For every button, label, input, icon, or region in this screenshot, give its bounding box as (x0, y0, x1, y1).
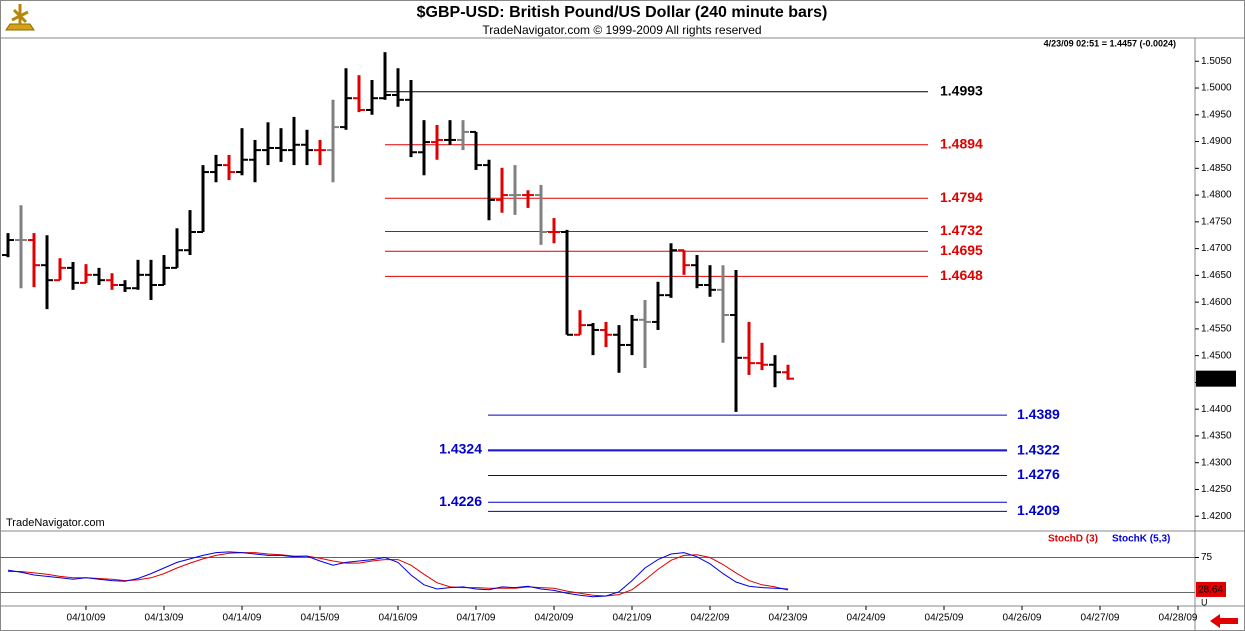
x-tick-label: 04/16/09 (379, 613, 418, 624)
x-tick-label: 04/17/09 (457, 613, 496, 624)
y-tick-label: 1.4200 (1201, 511, 1232, 522)
x-tick-label: 04/20/09 (535, 613, 574, 624)
header-info: 4/23/09 02:51 = 1.4457 (-0.0024) (1044, 38, 1176, 48)
y-tick-label: 1.4950 (1201, 109, 1232, 120)
chart-title: $GBP-USD: British Pound/US Dollar (240 m… (417, 4, 828, 21)
y-tick-label: 1.4500 (1201, 350, 1232, 361)
chart-subtitle: TradeNavigator.com © 1999-2009 All right… (482, 23, 761, 37)
x-tick-label: 04/21/09 (613, 613, 652, 624)
y-tick-label: 1.4300 (1201, 457, 1232, 468)
y-tick-label: 1.4600 (1201, 297, 1232, 308)
last-value-box (1196, 581, 1226, 597)
y-tick-label: 1.4650 (1201, 270, 1232, 281)
legend-entry: StochK (5,3) (1112, 534, 1170, 545)
legend-entry: StochD (3) (1048, 534, 1098, 545)
y-tick-label: 1.4800 (1201, 190, 1232, 201)
x-tick-label: 04/26/09 (1003, 613, 1042, 624)
projection-label: 1.4322 (1017, 442, 1060, 458)
x-tick-label: 04/15/09 (301, 613, 340, 624)
x-tick-label: 04/23/09 (769, 613, 808, 624)
last-value-label: 28.64 (1198, 585, 1223, 596)
stoch-line (7, 551, 789, 598)
axis-note: U (1201, 597, 1208, 607)
y-tick-label: 1.5050 (1201, 56, 1232, 67)
last-price-box (1196, 370, 1236, 387)
projection-label: 1.4276 (1017, 466, 1060, 482)
x-tick-label: 04/14/09 (223, 613, 262, 624)
last-price-label: 1.4457 (1198, 373, 1229, 384)
projection-label: 1.4226 (439, 493, 482, 509)
y-tick-label: 1.4900 (1201, 136, 1232, 147)
y-tick-label: 75 (1201, 552, 1213, 563)
y-tick-label: 1.5000 (1201, 83, 1232, 94)
y-tick-label: 1.4550 (1201, 324, 1232, 335)
stoch-line (8, 552, 789, 597)
retracement-label: 1.4648 (940, 267, 983, 283)
x-tick-label: 04/24/09 (847, 613, 886, 624)
scroll-arrow[interactable] (1210, 614, 1238, 628)
retracement-label: 1.4695 (940, 242, 983, 258)
projection-label: 1.4209 (1017, 502, 1060, 518)
retracement-label: 1.4794 (940, 189, 983, 205)
x-tick-label: 04/28/09 (1159, 613, 1198, 624)
retracement-label: 1.4993 (940, 82, 983, 98)
logo (5, 4, 35, 31)
y-tick-label: 1.4700 (1201, 243, 1232, 254)
y-tick-label: 1.4850 (1201, 163, 1232, 174)
x-tick-label: 04/25/09 (925, 613, 964, 624)
retracement-label: 1.4894 (940, 135, 983, 151)
x-tick-label: 04/10/09 (67, 613, 106, 624)
retracement-label: 1.4732 (940, 222, 983, 238)
y-tick-label: 1.4350 (1201, 431, 1232, 442)
projection-label: 1.4324 (439, 441, 482, 457)
y-tick-label: 1.4400 (1201, 404, 1232, 415)
x-tick-label: 04/13/09 (145, 613, 184, 624)
x-tick-label: 04/27/09 (1081, 613, 1120, 624)
x-tick-label: 04/22/09 (691, 613, 730, 624)
watermark: TradeNavigator.com (6, 517, 105, 529)
y-tick-label: 1.4750 (1201, 216, 1232, 227)
y-tick-label: 1.4250 (1201, 484, 1232, 495)
projection-label: 1.4389 (1017, 406, 1060, 422)
